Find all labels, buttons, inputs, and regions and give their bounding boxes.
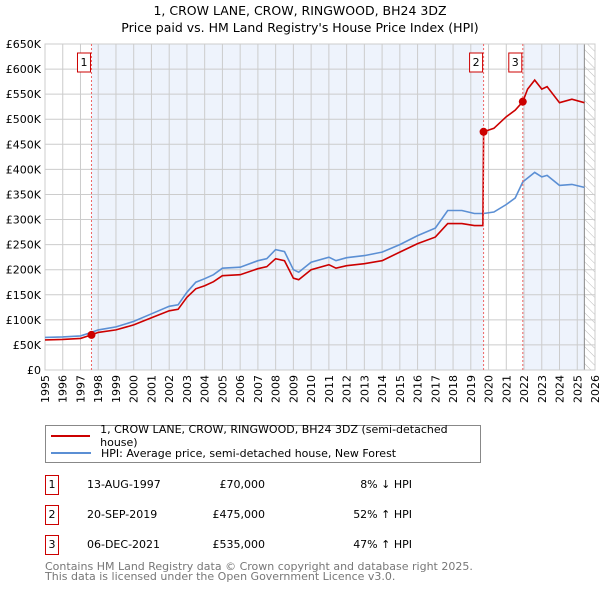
y-tick-label: £150K: [6, 289, 42, 302]
y-tick-label: £450K: [6, 138, 42, 151]
x-tick-label: 2001: [145, 375, 158, 403]
x-tick-label: 1999: [110, 375, 123, 403]
sale-row: 1 13-AUG-1997 £70,000 8% ↓ HPI: [45, 475, 445, 495]
x-tick-label: 2006: [234, 375, 247, 403]
x-tick-label: 2022: [518, 375, 531, 403]
footer-licence: This data is licensed under the Open Gov…: [45, 570, 396, 583]
sale-number-badge: 3: [45, 535, 59, 555]
sale-price: £70,000: [219, 478, 266, 491]
x-tick-label: 2003: [181, 375, 194, 403]
sale-row: 3 06-DEC-2021 £535,000 47% ↑ HPI: [45, 535, 445, 555]
x-tick-label: 2000: [128, 375, 141, 403]
chart-subtitle: Price paid vs. HM Land Registry's House …: [121, 20, 479, 35]
x-tick-label: 2021: [500, 375, 513, 403]
legend-swatch-property: [51, 435, 91, 437]
x-tick-label: 2007: [252, 375, 265, 403]
sale-date: 06-DEC-2021: [87, 538, 161, 551]
x-tick-label: 2024: [554, 375, 567, 403]
x-tick-label: 2013: [358, 375, 371, 403]
y-tick-label: £600K: [6, 63, 42, 76]
hpi-line: [44, 171, 585, 339]
x-tick-label: 1996: [57, 375, 70, 403]
x-tick-label: 2002: [163, 375, 176, 403]
legend-item-hpi: HPI: Average price, semi-detached house,…: [51, 445, 396, 461]
y-tick-label: £50K: [13, 339, 42, 352]
sale-label: 1: [80, 56, 87, 69]
x-tick-label: 2009: [287, 375, 300, 403]
y-tick-label: £650K: [6, 38, 42, 51]
x-tick-label: 2015: [394, 375, 407, 403]
sale-point: [518, 97, 527, 106]
legend-label-hpi: HPI: Average price, semi-detached house,…: [101, 446, 397, 460]
footer-copyright: Contains HM Land Registry data © Crown c…: [45, 560, 473, 573]
x-tick-label: 2025: [571, 375, 584, 403]
shaded-period-1: [91, 44, 484, 370]
sale-hpi-diff: 47% ↑ HPI: [353, 538, 412, 551]
x-tick-label: 2008: [270, 375, 283, 403]
chart-legend: 1, CROW LANE, CROW, RINGWOOD, BH24 3DZ (…: [45, 423, 481, 463]
y-tick-label: £550K: [6, 88, 42, 101]
y-tick-label: £300K: [6, 214, 42, 227]
y-tick-label: £400K: [6, 163, 42, 176]
x-tick-label: 2004: [199, 375, 212, 403]
x-tick-label: 1995: [39, 375, 52, 403]
x-tick-label: 2018: [447, 375, 460, 403]
sale-label: 3: [512, 56, 519, 69]
x-tick-label: 2016: [412, 375, 425, 403]
legend-item-property: 1, CROW LANE, CROW, RINGWOOD, BH24 3DZ (…: [51, 423, 480, 449]
future-hatch: [584, 44, 595, 370]
plot-frame: [44, 43, 596, 371]
property-line: [44, 78, 585, 341]
sale-number-badge: 1: [45, 475, 59, 495]
sale-label-box: [508, 52, 523, 73]
sale-row: 2 20-SEP-2019 £475,000 52% ↑ HPI: [45, 505, 445, 525]
x-tick-label: 2005: [216, 375, 229, 403]
x-tick-label: 2020: [483, 375, 496, 403]
y-tick-label: £100K: [6, 314, 42, 327]
sale-price: £535,000: [212, 538, 266, 551]
x-tick-label: 2010: [305, 375, 318, 403]
sale-date: 20-SEP-2019: [87, 508, 158, 521]
sale-hpi-diff: 8% ↓ HPI: [360, 478, 412, 491]
price-chart: 1995 1996 1997 1998 1999 2000 2001 2002 2003 2004…: [6, 38, 600, 403]
sale-point: [479, 127, 488, 136]
x-tick-label: 2026: [589, 375, 600, 403]
sale-label-box: [76, 52, 91, 73]
x-tick-label: 2012: [341, 375, 354, 403]
sale-point: [87, 330, 96, 339]
sale-date: 13-AUG-1997: [87, 478, 161, 491]
shaded-period-3: [522, 44, 585, 370]
y-tick-label: £250K: [6, 239, 42, 252]
x-tick-label: 1998: [92, 375, 105, 403]
x-tick-label: 2017: [429, 375, 442, 403]
sale-label: 2: [473, 56, 480, 69]
x-tick-label: 2014: [376, 375, 389, 403]
legend-swatch-hpi: [51, 452, 91, 454]
chart-title: 1, CROW LANE, CROW, RINGWOOD, BH24 3DZ: [153, 3, 447, 18]
y-tick-label: £500K: [6, 113, 42, 126]
sale-hpi-diff: 52% ↑ HPI: [353, 508, 412, 521]
sale-label-box: [469, 52, 484, 73]
y-tick-label: £350K: [6, 188, 42, 201]
y-tick-label: £0: [27, 364, 41, 377]
x-tick-label: 2011: [323, 375, 336, 403]
sale-number-badge: 2: [45, 505, 59, 525]
x-tick-label: 2019: [465, 375, 478, 403]
x-tick-label: 1997: [74, 375, 87, 403]
sale-price: £475,000: [212, 508, 266, 521]
legend-label-property: 1, CROW LANE, CROW, RINGWOOD, BH24 3DZ (…: [100, 423, 448, 449]
y-tick-label: £200K: [6, 264, 42, 277]
x-tick-label: 2023: [536, 375, 549, 403]
